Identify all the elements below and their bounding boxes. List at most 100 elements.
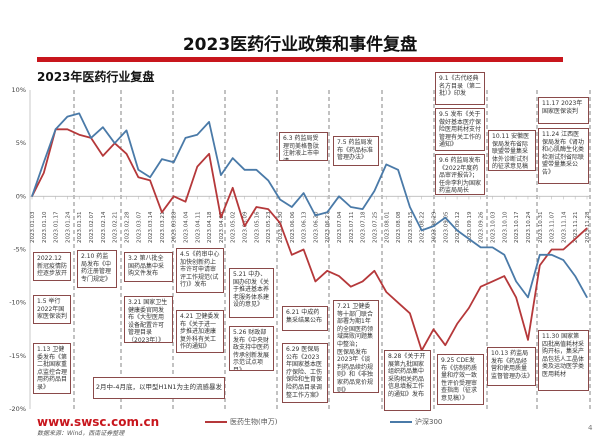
data-point — [586, 227, 588, 229]
x-tick-label: 2023.08.08 — [396, 211, 402, 243]
data-point — [196, 165, 198, 168]
data-source: 数据来源：Wind，西南证券整理 — [37, 430, 125, 437]
data-point — [125, 153, 128, 155]
x-tick-label: 2023.09.26 — [479, 211, 485, 243]
data-point — [267, 208, 269, 210]
annotation-box: 2.10 药监局发布《中药注册管理专门规定》 — [77, 250, 117, 288]
legend-swatch-pharma — [205, 421, 227, 423]
data-point — [314, 280, 317, 282]
data-point — [350, 206, 352, 208]
data-point — [574, 275, 576, 277]
annotation-box: 6.21 中成药集采结果公布 — [282, 306, 328, 331]
legend-label: 医药生物(申万) — [230, 418, 278, 426]
data-point — [291, 254, 293, 256]
y-tick-label: 5% — [16, 139, 26, 147]
data-point — [503, 275, 505, 277]
y-tick-label: -10% — [9, 299, 26, 307]
annotation-box: 10.13 药监局发布《药品经营和使用质量监督管理办法》 — [487, 347, 536, 386]
data-point — [149, 176, 151, 178]
chart-title: 2023年医药行业复盘 — [37, 70, 155, 84]
data-point — [527, 339, 529, 341]
x-tick-label: 2023.11.28 — [585, 211, 591, 243]
annotation-box: 1.5 举行2022年国家医保谈判 — [33, 295, 71, 324]
data-point — [184, 137, 187, 139]
data-point — [385, 291, 387, 293]
x-tick-label: 2023.08.22 — [420, 212, 426, 244]
legend-swatch-hs300 — [390, 421, 412, 423]
data-point — [362, 280, 364, 282]
data-point — [66, 115, 69, 118]
data-point — [409, 312, 411, 314]
data-point — [137, 169, 139, 171]
annotation-box: 11.24 江西医保局发布《肾功和心肌酶生化类检测试剂省际联盟带量集采公告》 — [538, 128, 589, 184]
data-point — [562, 259, 564, 261]
legend-item-pharma: 医药生物(申万) — [205, 417, 277, 427]
data-point — [208, 153, 210, 155]
x-tick-label: 2023.01.24 — [65, 211, 71, 243]
x-tick-label: 2023.05.23 — [266, 211, 272, 243]
data-point — [291, 206, 293, 208]
data-point — [491, 280, 494, 282]
data-point — [385, 163, 387, 166]
x-tick-label: 2023.09.19 — [467, 211, 473, 243]
data-point — [102, 155, 104, 157]
x-tick-label: 2023.01.10 — [42, 211, 48, 243]
x-tick-label: 2023.08.01 — [384, 212, 390, 244]
data-point — [137, 176, 139, 178]
x-tick-label: 2023.06.27 — [325, 211, 331, 243]
x-tick-label: 2023.10.31 — [538, 212, 544, 244]
data-point — [432, 225, 435, 227]
x-tick-label: 2023.06.20 — [313, 211, 319, 243]
y-tick-label: 10% — [12, 86, 26, 94]
page-number: 4 — [588, 424, 593, 432]
x-tick-label: 2023.06.13 — [302, 211, 308, 243]
data-point — [78, 134, 80, 136]
annotation-box: 7.21 卫健委等十部门联合部署为期1年的全国医药领域腐败问题集中整治； 医保局… — [333, 300, 379, 393]
data-point — [515, 296, 517, 298]
series-lines — [31, 112, 588, 352]
y-tick-label: 0% — [16, 192, 26, 200]
data-point — [243, 225, 246, 227]
data-point — [232, 157, 234, 159]
data-point — [550, 248, 553, 251]
data-point — [362, 208, 364, 210]
data-point — [586, 296, 588, 298]
data-point — [456, 229, 458, 231]
data-point — [102, 126, 104, 128]
x-tick-label: 2023.06.06 — [290, 211, 296, 243]
annotation-box: 1.13 卫健委发布《第二批国家重点监控合理用药药品目录》 — [33, 343, 71, 394]
data-point — [562, 248, 564, 251]
data-point — [373, 190, 376, 192]
data-point — [338, 195, 340, 197]
data-point — [125, 129, 128, 132]
data-point — [373, 270, 376, 272]
x-tick-label: 2023.02.07 — [89, 211, 95, 243]
x-tick-label: 2023.11.07 — [550, 211, 556, 243]
data-point — [220, 174, 222, 176]
x-tick-label: 2023.02.14 — [101, 211, 107, 243]
x-tick-label: 2023.07.25 — [372, 211, 378, 243]
annotation-box: 9.25 CDE发布《仿制药质量和疗效一致性评价受理审查指南（征求意见稿）》 — [437, 354, 484, 405]
data-point — [574, 238, 576, 240]
data-point — [539, 254, 541, 256]
data-point — [255, 206, 257, 208]
x-tick-label: 2023.02.28 — [124, 211, 130, 243]
y-tick-label: -15% — [9, 352, 26, 360]
data-point — [267, 179, 269, 181]
x-tick-label: 2023.04.11 — [195, 212, 201, 244]
annotation-box: 4.5《药审中心加快创新药上市许可申请审评工作规范(试行)》发布 — [176, 248, 224, 293]
legend-label: 沪深300 — [415, 418, 443, 426]
y-tick-label: -20% — [9, 405, 26, 413]
y-tick-label: -5% — [13, 246, 26, 254]
annotation-box: 9.1《古代经典名方目录（第二批）》印发 — [435, 72, 485, 105]
annotation-box: 3.2 第八批全国药品集中采购文件发布 — [124, 252, 173, 282]
data-point — [196, 134, 198, 136]
annotation-box: 11.30 国家第四批高值耗材采购开标，集采产品包括人工晶体类及运动医学类医用耗… — [538, 330, 589, 391]
data-point — [243, 169, 246, 171]
data-point — [208, 121, 210, 123]
x-tick-label: 2023.04.04 — [184, 211, 190, 243]
x-tick-label: 2023.04.25 — [219, 211, 225, 243]
x-tick-label: 2023.09.12 — [455, 212, 461, 244]
data-point — [302, 248, 305, 251]
